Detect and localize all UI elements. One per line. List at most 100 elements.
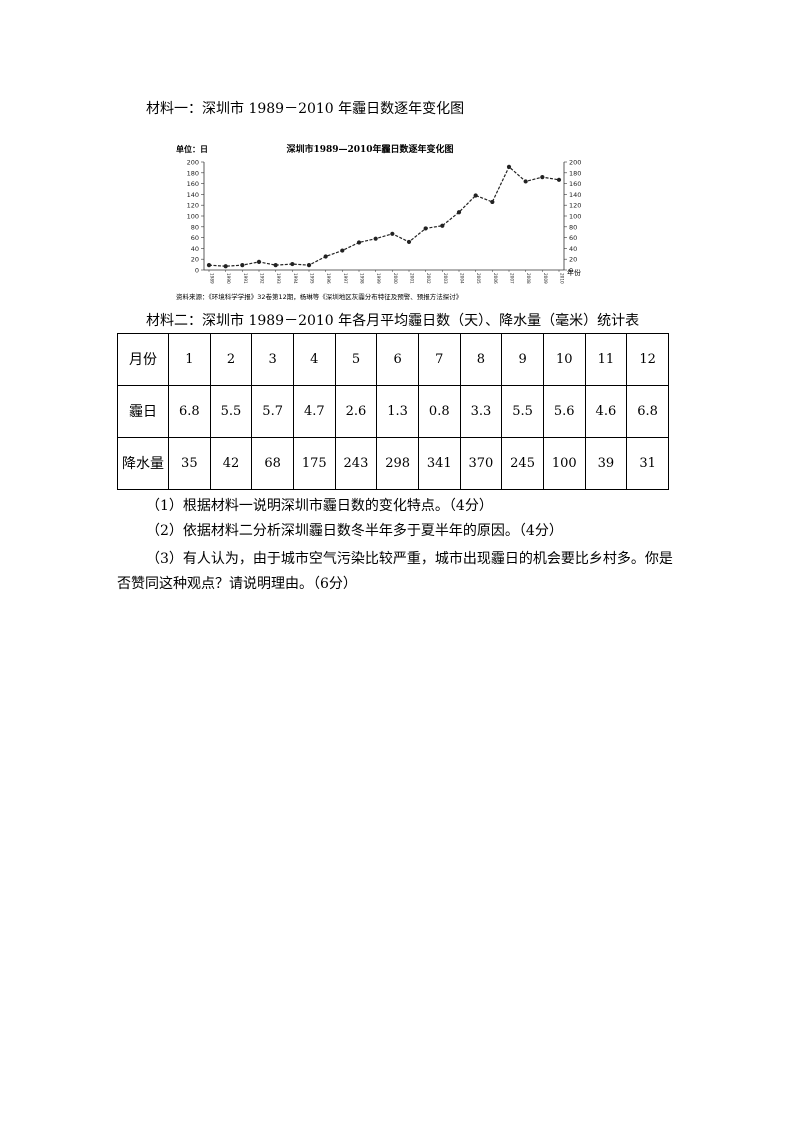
table-cell: 6.8 xyxy=(626,385,669,438)
x-tick-label: 2006 xyxy=(493,273,498,284)
y-tick-label: 160 xyxy=(569,180,581,188)
x-tick-label: 2002 xyxy=(426,273,431,284)
y-tick-label: 60 xyxy=(191,234,199,242)
chart-xlabel: 年份 xyxy=(567,268,581,277)
table-row-haze: 霾日 6.8 5.5 5.7 4.7 2.6 1.3 0.8 3.3 5.5 5… xyxy=(117,385,669,438)
series-line xyxy=(208,165,560,267)
x-tick-label: 2005 xyxy=(476,273,481,284)
x-tick-label: 2003 xyxy=(443,273,448,284)
table-cell: 5.7 xyxy=(251,385,294,438)
data-point xyxy=(223,264,228,269)
x-tick-label: 1991 xyxy=(243,273,248,284)
table-cell: 5.6 xyxy=(542,385,586,438)
table-cell: 175 xyxy=(292,437,336,490)
table-cell: 8 xyxy=(459,333,503,386)
table-cell: 12 xyxy=(626,333,669,386)
y-tick-label: 200 xyxy=(569,159,581,167)
data-point xyxy=(473,193,478,198)
chart-source: 资料来源：《环境科学学报》32卷第12期，杨琳等《深圳地区灰霾分布特征及预警、预… xyxy=(176,292,462,301)
question-3-line1: （3）有人认为，由于城市空气污染比较严重，城市出现霾日的机会要比乡村多。你是 xyxy=(146,551,673,567)
stats-table: 月份 1 2 3 4 5 6 7 8 9 10 11 12 霾日 6.8 5.5… xyxy=(117,333,669,490)
x-tick-label: 2008 xyxy=(526,273,531,284)
x-tick-label: 1995 xyxy=(310,273,315,284)
data-point xyxy=(540,175,545,180)
y-tick-label: 140 xyxy=(187,191,199,199)
y-tick-label: 0 xyxy=(569,267,573,275)
y-tick-label: 60 xyxy=(569,234,577,242)
table-cell: 4.6 xyxy=(584,385,628,438)
table-cell: 245 xyxy=(501,437,544,490)
table-cell: 7 xyxy=(417,333,461,386)
y-tick-label: 20 xyxy=(191,256,199,264)
x-tick-label: 1997 xyxy=(343,273,348,284)
table-cell: 370 xyxy=(459,437,503,490)
table-row-month: 月份 1 2 3 4 5 6 7 8 9 10 11 12 xyxy=(117,333,669,386)
y-tick-label: 40 xyxy=(569,245,577,253)
question-3-line2: 否赞同这种观点？请说明理由。（6分） xyxy=(117,576,357,592)
table-cell: 1.3 xyxy=(376,385,419,438)
y-tick-label: 180 xyxy=(569,169,581,177)
table-cell: 3 xyxy=(251,333,294,386)
y-tick-label: 160 xyxy=(187,180,199,188)
table-cell: 6 xyxy=(376,333,419,386)
table-cell: 39 xyxy=(584,437,628,490)
x-tick-label: 1990 xyxy=(226,273,231,284)
y-tick-label: 80 xyxy=(191,223,199,231)
table-cell: 5.5 xyxy=(501,385,544,438)
x-tick-label: 2004 xyxy=(460,273,465,284)
table-cell: 42 xyxy=(209,437,253,490)
data-point xyxy=(423,226,428,231)
data-point xyxy=(490,199,495,205)
table-cell: 243 xyxy=(334,437,378,490)
table-cell: 4.7 xyxy=(292,385,336,438)
data-point xyxy=(390,231,395,236)
table-cell: 100 xyxy=(542,437,586,490)
row-header-haze: 霾日 xyxy=(117,385,169,438)
table-cell: 6.8 xyxy=(168,385,211,438)
data-point xyxy=(306,263,312,268)
x-tick-label: 1989 xyxy=(210,273,215,284)
table-cell: 3.3 xyxy=(459,385,503,438)
data-point xyxy=(340,248,345,253)
data-point xyxy=(556,177,562,182)
haze-line-chart: 0 0 20 20 40 40 60 60 80 80 100 100 120 120 140 140 160 1… xyxy=(170,136,600,304)
data-point xyxy=(206,263,212,268)
material1-heading: 材料一：深圳市 1989－2010 年霾日数逐年变化图 xyxy=(146,101,465,117)
data-point xyxy=(323,254,328,259)
table-cell: 2.6 xyxy=(334,385,378,438)
data-point xyxy=(240,263,245,268)
data-point xyxy=(506,164,512,169)
y-tick-label: 0 xyxy=(195,267,199,275)
material2-heading: 材料二：深圳市 1989－2010 年各月平均霾日数（天）、降水量（毫米）统计表 xyxy=(146,313,640,329)
table-cell: 9 xyxy=(501,333,544,386)
table-cell: 5.5 xyxy=(209,385,253,438)
data-point xyxy=(373,236,378,241)
data-point xyxy=(523,179,528,184)
table-cell: 31 xyxy=(626,437,669,490)
table-cell: 10 xyxy=(542,333,586,386)
table-cell: 4 xyxy=(292,333,336,386)
x-tick-label: 2007 xyxy=(510,273,515,284)
x-tick-label: 2000 xyxy=(393,273,398,284)
x-tick-label: 2001 xyxy=(410,273,415,284)
y-tick-label: 120 xyxy=(187,202,199,210)
y-tick-label: 140 xyxy=(569,191,581,199)
y-tick-label: 80 xyxy=(569,223,577,231)
table-row-precipitation: 降水量 35 42 68 175 243 298 341 370 245 100… xyxy=(117,437,669,490)
y-tick-label: 200 xyxy=(187,159,199,167)
x-tick-label: 2010 xyxy=(560,273,565,284)
data-point xyxy=(456,210,462,215)
table-cell: 1 xyxy=(168,333,211,386)
y-tick-label: 120 xyxy=(569,202,581,210)
data-point xyxy=(440,223,445,228)
y-tick-label: 40 xyxy=(191,245,199,253)
question-1: （1）根据材料一说明深圳市霾日数的变化特点。（4分） xyxy=(146,498,493,514)
y-tick-label: 20 xyxy=(569,256,577,264)
table-cell: 2 xyxy=(209,333,253,386)
x-tick-label: 1996 xyxy=(326,273,331,284)
chart-title: 深圳市1989—2010年霾日数逐年变化图 xyxy=(286,143,453,155)
table-cell: 11 xyxy=(584,333,628,386)
row-header-precipitation: 降水量 xyxy=(117,437,169,490)
table-cell: 0.8 xyxy=(417,385,461,438)
data-point xyxy=(273,263,278,268)
